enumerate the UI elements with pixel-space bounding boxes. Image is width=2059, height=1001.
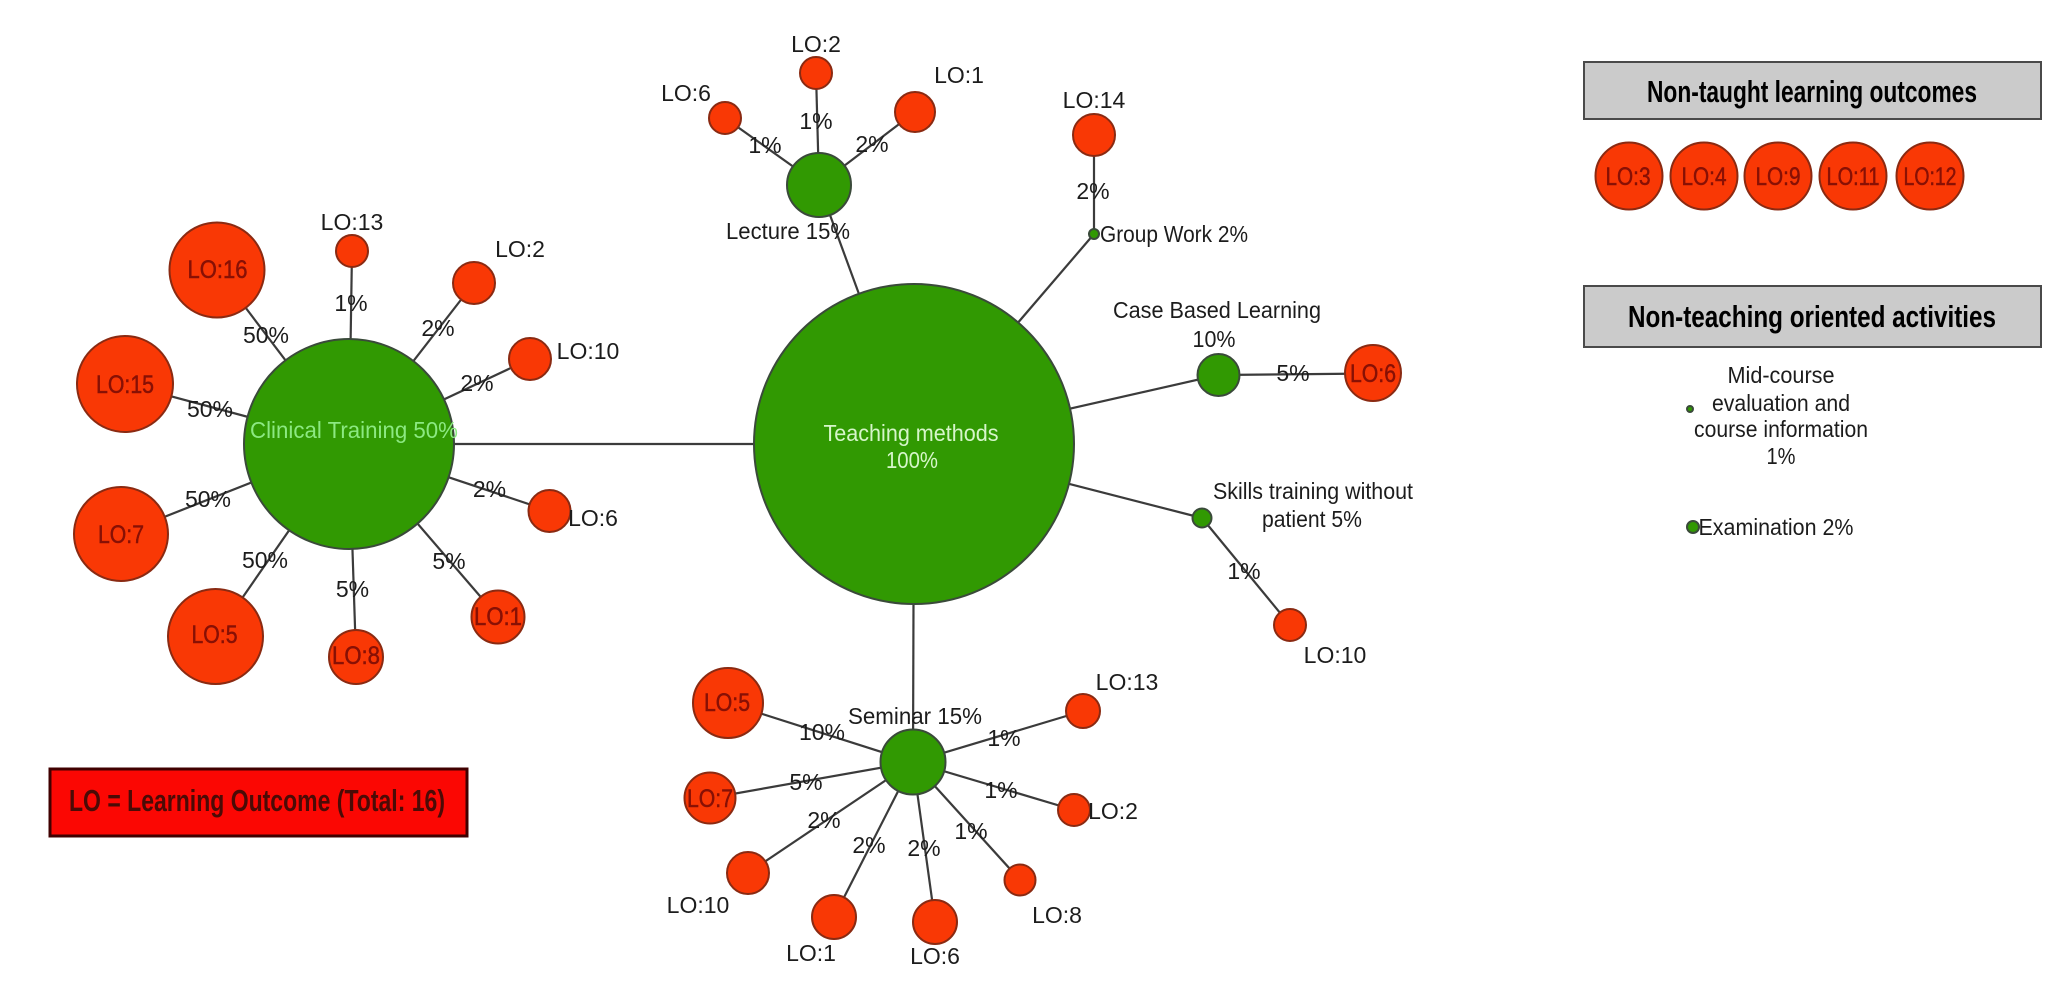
svg-text:LO:2: LO:2 <box>495 236 545 262</box>
svg-text:2%: 2% <box>907 835 940 861</box>
svg-text:1%: 1% <box>748 132 781 158</box>
svg-text:50%: 50% <box>185 486 231 512</box>
svg-text:LO:9: LO:9 <box>1756 163 1801 191</box>
svg-text:10%: 10% <box>799 719 845 745</box>
svg-text:1%: 1% <box>987 725 1020 751</box>
svg-text:5%: 5% <box>432 548 465 574</box>
svg-text:evaluation and: evaluation and <box>1712 390 1850 416</box>
svg-text:1%: 1% <box>984 777 1017 803</box>
svg-text:LO:6: LO:6 <box>661 80 711 106</box>
svg-text:LO = Learning Outcome (Total:: LO = Learning Outcome (Total: 16) <box>69 783 445 818</box>
svg-text:Examination 2%: Examination 2% <box>1699 514 1854 540</box>
svg-text:LO:8: LO:8 <box>1032 902 1082 928</box>
svg-text:course information: course information <box>1694 416 1868 442</box>
svg-text:2%: 2% <box>473 476 506 502</box>
svg-text:LO:7: LO:7 <box>98 521 144 549</box>
svg-text:LO:6: LO:6 <box>568 505 618 531</box>
svg-text:50%: 50% <box>243 322 289 348</box>
svg-text:50%: 50% <box>187 396 233 422</box>
svg-text:LO:14: LO:14 <box>1063 87 1126 113</box>
svg-text:Teaching methods: Teaching methods <box>824 420 999 446</box>
svg-text:1%: 1% <box>1767 443 1796 469</box>
svg-text:LO:5: LO:5 <box>192 621 238 649</box>
svg-text:LO:11: LO:11 <box>1827 163 1880 191</box>
svg-text:Seminar 15%: Seminar 15% <box>848 703 982 729</box>
svg-text:2%: 2% <box>807 807 840 833</box>
svg-text:2%: 2% <box>852 832 885 858</box>
svg-text:LO:8: LO:8 <box>332 642 380 670</box>
svg-text:LO:5: LO:5 <box>704 689 750 717</box>
svg-text:LO:13: LO:13 <box>321 209 384 235</box>
svg-text:LO:15: LO:15 <box>96 371 154 399</box>
svg-text:Group Work 2%: Group Work 2% <box>1100 221 1248 247</box>
svg-text:50%: 50% <box>242 547 288 573</box>
svg-text:LO:4: LO:4 <box>1682 163 1727 191</box>
svg-text:1%: 1% <box>1227 558 1260 584</box>
svg-text:Lecture 15%: Lecture 15% <box>726 218 850 244</box>
svg-text:1%: 1% <box>334 290 367 316</box>
svg-text:100%: 100% <box>886 447 938 473</box>
svg-text:Non-taught learning outcomes: Non-taught learning outcomes <box>1647 74 1977 109</box>
svg-text:1%: 1% <box>799 108 832 134</box>
svg-text:Non-teaching oriented activiti: Non-teaching oriented activities <box>1628 299 1996 334</box>
svg-text:LO:1: LO:1 <box>474 603 522 631</box>
svg-text:LO:13: LO:13 <box>1096 669 1159 695</box>
svg-text:LO:2: LO:2 <box>791 31 841 57</box>
svg-text:5%: 5% <box>789 769 822 795</box>
svg-text:1%: 1% <box>954 818 987 844</box>
svg-text:5%: 5% <box>1276 360 1309 386</box>
svg-text:LO:7: LO:7 <box>687 785 733 813</box>
svg-text:Mid-course: Mid-course <box>1728 362 1835 388</box>
svg-text:Skills training without: Skills training without <box>1213 478 1414 504</box>
svg-text:2%: 2% <box>460 370 493 396</box>
svg-text:LO:10: LO:10 <box>1304 642 1367 668</box>
svg-text:2%: 2% <box>421 315 454 341</box>
svg-text:2%: 2% <box>1076 178 1109 204</box>
svg-text:LO:12: LO:12 <box>1904 163 1957 191</box>
svg-text:LO:1: LO:1 <box>786 940 836 966</box>
svg-text:LO:2: LO:2 <box>1088 798 1138 824</box>
svg-text:patient 5%: patient 5% <box>1262 506 1362 532</box>
svg-text:LO:10: LO:10 <box>667 892 730 918</box>
svg-text:LO:10: LO:10 <box>557 338 620 364</box>
svg-text:LO:6: LO:6 <box>1350 360 1396 388</box>
svg-text:Clinical Training 50%: Clinical Training 50% <box>250 417 458 443</box>
svg-text:2%: 2% <box>855 131 888 157</box>
svg-text:10%: 10% <box>1193 326 1236 352</box>
svg-text:Case Based Learning: Case Based Learning <box>1113 297 1321 323</box>
svg-text:LO:16: LO:16 <box>188 256 248 284</box>
svg-text:LO:3: LO:3 <box>1606 163 1651 191</box>
svg-text:LO:1: LO:1 <box>934 62 984 88</box>
svg-text:LO:6: LO:6 <box>910 943 960 969</box>
svg-text:5%: 5% <box>336 576 369 602</box>
